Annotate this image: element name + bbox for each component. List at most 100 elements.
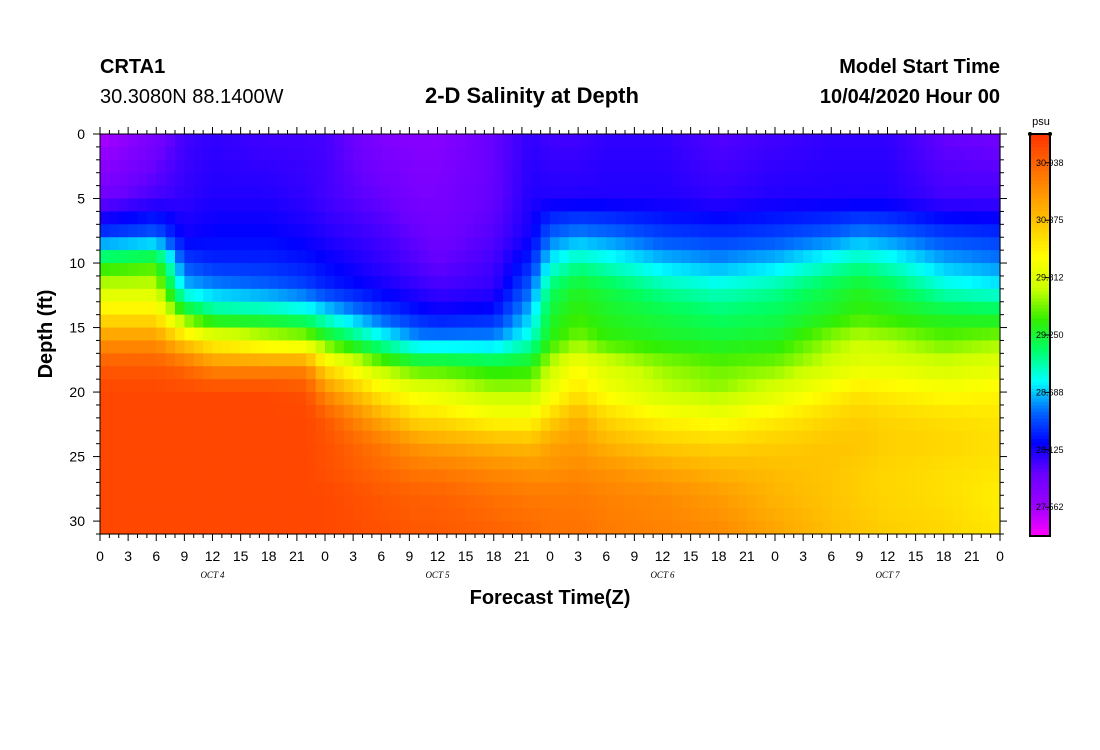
heatmap-cell xyxy=(812,172,823,187)
heatmap-cell xyxy=(568,134,579,148)
heatmap-cell xyxy=(915,430,926,445)
heatmap-cell xyxy=(437,301,448,316)
heatmap-cell xyxy=(146,327,157,342)
heatmap-cell xyxy=(362,430,373,445)
heatmap-cell xyxy=(812,443,823,458)
heatmap-cell xyxy=(240,237,251,251)
heatmap-cell xyxy=(203,185,214,200)
heatmap-cell xyxy=(812,404,823,419)
heatmap-cell xyxy=(981,340,992,354)
heatmap-cell xyxy=(728,417,739,432)
heatmap-cell xyxy=(971,198,982,213)
heatmap-cell xyxy=(296,301,307,316)
heatmap-cell xyxy=(315,443,326,458)
heatmap-cell xyxy=(193,392,204,406)
heatmap-cell xyxy=(737,159,748,174)
heatmap-cell xyxy=(315,469,326,483)
heatmap-cell xyxy=(896,340,907,354)
colorbar-band xyxy=(1030,144,1050,148)
heatmap-cell xyxy=(925,404,935,419)
heatmap-cell xyxy=(681,237,692,251)
heatmap-cell xyxy=(934,379,945,393)
heatmap-cell xyxy=(831,495,842,509)
heatmap-cell xyxy=(268,521,279,535)
heatmap-cell xyxy=(700,379,710,393)
heatmap-cell xyxy=(400,159,410,174)
heatmap-cell xyxy=(596,508,607,522)
heatmap-cell xyxy=(784,379,795,393)
heatmap-cell xyxy=(784,185,795,200)
heatmap-cell xyxy=(831,159,842,174)
heatmap-cell xyxy=(437,198,448,213)
heatmap-cell xyxy=(362,340,373,354)
heatmap-cell xyxy=(418,134,429,148)
heatmap-cell xyxy=(606,430,617,445)
heatmap-cell xyxy=(484,404,495,419)
heatmap-cell xyxy=(465,211,476,225)
heatmap-cell xyxy=(109,379,120,393)
x-tick-label: 9 xyxy=(180,548,188,564)
heatmap-cell xyxy=(850,314,860,329)
heatmap-cell xyxy=(784,172,795,187)
heatmap-cell xyxy=(925,327,935,342)
heatmap-cell xyxy=(296,430,307,445)
heatmap-cell xyxy=(793,443,804,458)
heatmap-cell xyxy=(334,521,345,535)
heatmap-cell xyxy=(278,482,289,496)
heatmap-cell xyxy=(850,237,860,251)
heatmap-cell xyxy=(503,327,514,342)
heatmap-cell xyxy=(906,275,917,290)
heatmap-cell xyxy=(184,366,195,380)
heatmap-cell xyxy=(400,508,410,522)
heatmap-cell xyxy=(268,301,279,316)
heatmap-cell xyxy=(812,301,823,316)
heatmap-cell xyxy=(409,430,420,445)
heatmap-cell xyxy=(550,521,560,535)
heatmap-cell xyxy=(278,456,289,471)
heatmap-cell xyxy=(175,327,185,342)
heatmap-cell xyxy=(156,392,167,406)
heatmap-cell xyxy=(700,521,710,535)
heatmap-cell xyxy=(896,146,907,161)
heatmap-cell xyxy=(484,443,495,458)
heatmap-cell xyxy=(634,392,645,406)
heatmap-cell xyxy=(840,314,851,329)
heatmap-cell xyxy=(278,379,289,393)
heatmap-cell xyxy=(559,340,570,354)
heatmap-cell xyxy=(662,521,673,535)
heatmap-cell xyxy=(643,469,654,483)
heatmap-cell xyxy=(493,275,504,290)
heatmap-cell xyxy=(362,521,373,535)
heatmap-cell xyxy=(259,172,270,187)
heatmap-cell xyxy=(418,404,429,419)
heatmap-cell xyxy=(681,495,692,509)
heatmap-cell xyxy=(456,263,467,277)
heatmap-cell xyxy=(765,185,776,200)
heatmap-cell xyxy=(503,211,514,225)
heatmap-cell xyxy=(718,404,729,419)
heatmap-cell xyxy=(268,198,279,213)
heatmap-cell xyxy=(690,288,701,303)
heatmap-cell xyxy=(221,288,232,303)
heatmap-cell xyxy=(137,495,148,509)
heatmap-cell xyxy=(146,392,157,406)
colorbar-band xyxy=(1030,231,1050,236)
heatmap-cell xyxy=(643,237,654,251)
heatmap-cell xyxy=(915,211,926,225)
heatmap-cell xyxy=(446,508,457,522)
heatmap-cell xyxy=(156,366,167,380)
heatmap-cell xyxy=(193,146,204,161)
heatmap-cell xyxy=(203,366,214,380)
heatmap-cell xyxy=(128,495,139,509)
heatmap-cell xyxy=(615,172,626,187)
heatmap-cell xyxy=(362,469,373,483)
heatmap-cell xyxy=(653,392,664,406)
heatmap-cell xyxy=(137,275,148,290)
heatmap-cell xyxy=(165,327,176,342)
heatmap-cell xyxy=(784,521,795,535)
heatmap-cell xyxy=(296,275,307,290)
heatmap-cell xyxy=(981,392,992,406)
heatmap-cell xyxy=(643,185,654,200)
heatmap-cell xyxy=(803,508,814,522)
heatmap-cell xyxy=(362,263,373,277)
